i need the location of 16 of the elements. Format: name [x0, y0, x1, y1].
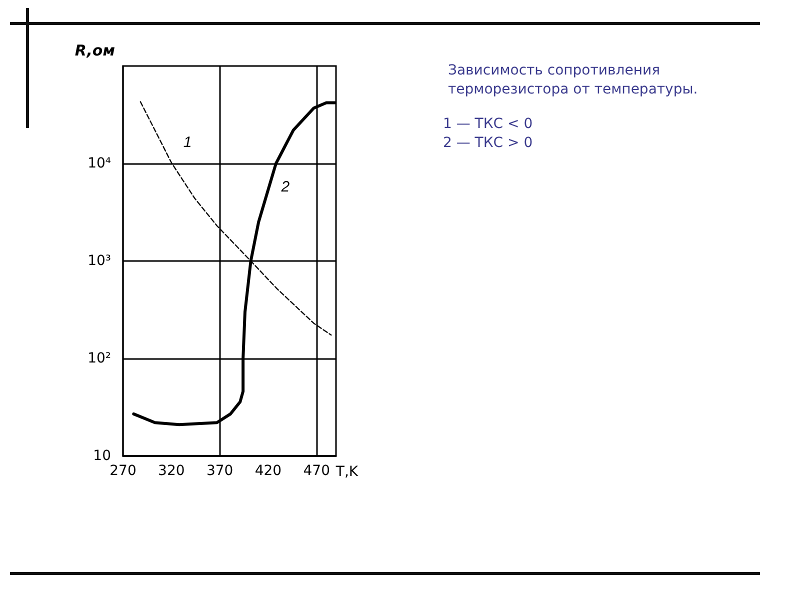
x-tick-label: 470 — [303, 463, 330, 479]
series-label: 1 — [183, 134, 192, 152]
y-tick-label: 10³ — [88, 253, 111, 269]
x-tick-label: 420 — [254, 463, 282, 479]
series-label: 2 — [280, 178, 290, 196]
y-axis-title: R,ом — [74, 42, 115, 60]
text: 1 — ТКС < 0 — [443, 116, 533, 132]
x-tick-label: 320 — [158, 463, 185, 479]
y-tick-label: 10² — [88, 350, 111, 366]
x-tick-label: 270 — [110, 463, 136, 479]
x-tick-label: 370 — [206, 463, 234, 479]
text: Зависимость сопротивления терморезистора от температуры. — [448, 62, 698, 98]
x-axis-title: T,K — [334, 464, 359, 480]
y-tick-label: 10⁴ — [88, 156, 112, 172]
text: 2 — ТКС > 0 — [443, 135, 533, 151]
y-tick-label: 10 — [93, 448, 111, 464]
